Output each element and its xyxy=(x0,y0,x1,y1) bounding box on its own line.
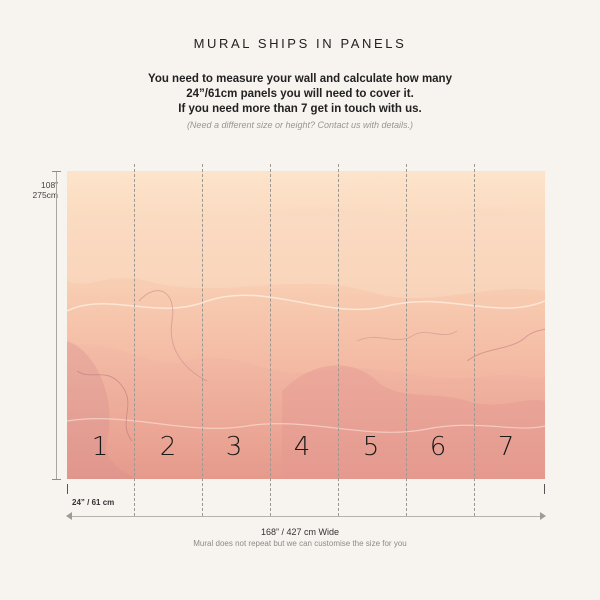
arrow-right-icon xyxy=(540,512,546,520)
total-width-line xyxy=(70,516,542,517)
intro-line: If you need more than 7 get in touch wit… xyxy=(178,103,422,115)
panel-number-2: 2 xyxy=(159,432,177,462)
panel-number-1: 1 xyxy=(91,432,109,462)
contact-note: (Need a different size or height? Contac… xyxy=(186,120,414,130)
page-title: MURAL SHIPS IN PANELS xyxy=(193,36,407,51)
height-dimension-cap-top xyxy=(52,171,61,172)
panel-divider xyxy=(406,164,407,516)
height-dimension-line xyxy=(56,171,57,479)
height-inches: 108” xyxy=(40,180,58,190)
intro-line: 24”/61cm panels you will need to cover i… xyxy=(186,88,414,100)
panel-number-7: 7 xyxy=(497,432,515,462)
intro-line: You need to measure your wall and calcul… xyxy=(148,73,452,85)
total-width-label: 168” / 427 cm Wide xyxy=(260,527,340,537)
panel-number-3: 3 xyxy=(225,432,243,462)
height-dimension-cap-bottom xyxy=(52,479,61,480)
panel-width-label: 24” / 61 cm xyxy=(72,498,115,507)
arrow-left-icon xyxy=(66,512,72,520)
mural-image xyxy=(67,171,545,479)
panel-divider xyxy=(474,164,475,516)
panel-divider xyxy=(338,164,339,516)
height-cm: 275cm xyxy=(32,190,58,200)
mural-artwork xyxy=(67,171,545,479)
panel-number-5: 5 xyxy=(362,432,380,462)
panel-number-4: 4 xyxy=(293,432,311,462)
panel-number-6: 6 xyxy=(429,432,447,462)
total-width-tick-right xyxy=(544,484,545,494)
panel-divider xyxy=(270,164,271,516)
panel-divider xyxy=(202,164,203,516)
repeat-note: Mural does not repeat but we can customi… xyxy=(193,539,407,548)
panel-width-tick-left xyxy=(67,484,68,494)
height-label: 108” 275cm xyxy=(16,180,58,200)
intro-text: You need to measure your wall and calcul… xyxy=(0,72,600,117)
panel-divider xyxy=(134,164,135,516)
